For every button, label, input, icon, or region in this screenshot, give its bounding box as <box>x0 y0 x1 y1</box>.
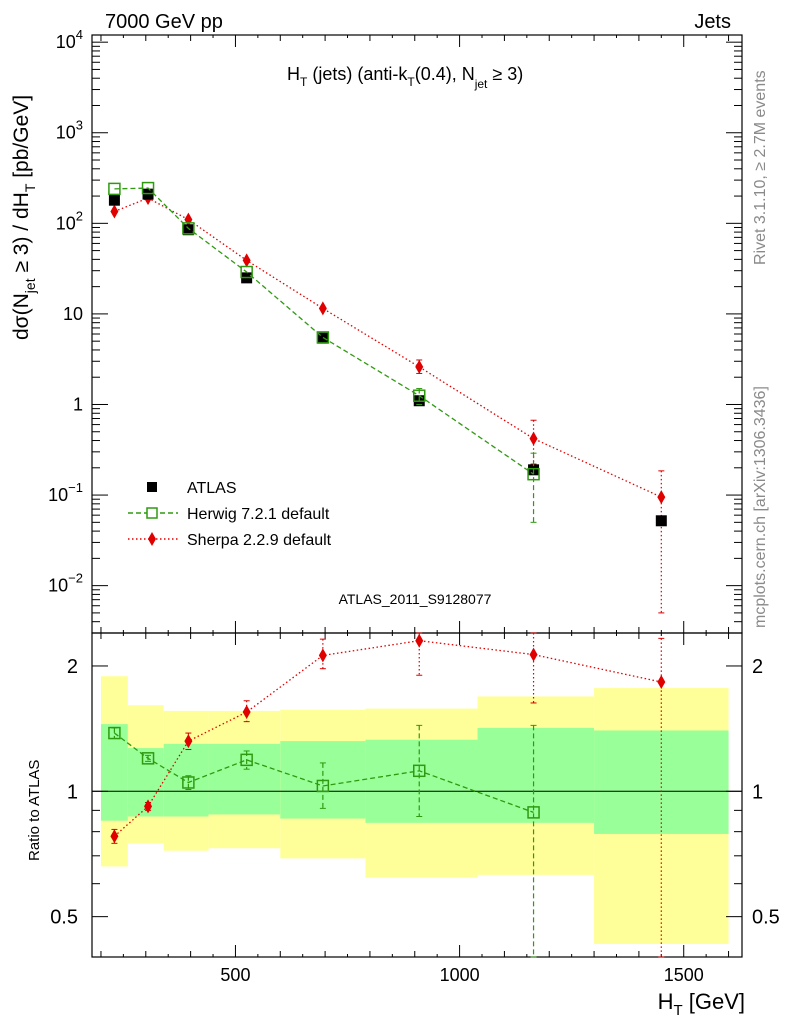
ratio-sherpa-point <box>318 648 327 663</box>
herwig-point <box>527 467 540 481</box>
ratio-tick-label: 2 <box>752 656 763 678</box>
legend-sherpa-label: Sherpa 2.2.9 default <box>187 532 332 549</box>
sherpa-point <box>657 490 666 505</box>
energy-label: 7000 GeV pp <box>105 11 223 33</box>
ratio-sherpa-point <box>144 799 153 814</box>
ratio-herwig <box>108 724 540 958</box>
ratio-tick-label: 2 <box>67 656 78 678</box>
series-atlas <box>108 188 667 527</box>
herwig-point <box>240 265 253 279</box>
ratio-herwig-point <box>108 726 121 740</box>
sherpa-line <box>114 197 662 498</box>
ratio-tick-label: 0.5 <box>752 907 780 929</box>
ratio-herwig-point <box>412 764 426 778</box>
series-herwig <box>108 181 540 523</box>
ratio-herwig-point <box>527 806 540 819</box>
herwig-point <box>316 331 330 344</box>
atlas-point <box>655 515 667 527</box>
x-tick-label: 1000 <box>440 965 480 985</box>
y-ticks-lower: 2 2 1 1 0.5 0.5 <box>50 656 780 929</box>
green-band <box>163 743 209 817</box>
sherpa-point <box>242 253 251 268</box>
ratio-sherpa-point <box>529 647 538 662</box>
ratio-tick-label: 1 <box>752 781 763 803</box>
sherpa-point <box>415 359 424 374</box>
y-tick-label: 10−1 <box>48 480 83 505</box>
ratio-herwig-point <box>141 752 155 765</box>
ratio-sherpa-point <box>242 705 251 720</box>
y-tick-label: 102 <box>56 208 83 233</box>
ylabel-upper: dσ(Njet ≥ 3) / dHT [pb/GeV] <box>10 95 38 340</box>
ratio-tick-label: 1 <box>67 781 78 803</box>
ratio-herwig-point <box>240 753 253 767</box>
mcplots-label: mcplots.cern.ch [arXiv:1306.3436] <box>752 386 769 628</box>
panel-title: HT (jets) (anti-kT(0.4), Njet ≥ 3) <box>287 64 523 91</box>
atlas-point <box>108 194 120 206</box>
ratio-sherpa <box>110 632 666 958</box>
legend-herwig-label: Herwig 7.2.1 default <box>187 506 330 523</box>
x-tick-label: 1500 <box>664 965 704 985</box>
sherpa-point <box>529 431 538 446</box>
sherpa-point <box>318 301 327 316</box>
y-tick-label: 10 <box>63 304 83 324</box>
legend-atlas-marker <box>147 482 157 492</box>
series-sherpa <box>110 191 666 614</box>
ratio-herwig-point <box>182 776 195 789</box>
ylabel-lower: Ratio to ATLAS <box>26 760 43 861</box>
x-ticks: 500 1000 1500 <box>100 35 730 985</box>
ratio-herwig-point <box>316 779 330 793</box>
y-tick-label: 104 <box>56 27 83 52</box>
ratio-bands <box>100 676 729 944</box>
legend: ATLAS Herwig 7.2.1 default Sherpa 2.2.9 … <box>128 480 332 549</box>
ratio-sherpa-point <box>415 633 424 648</box>
ratio-tick-label: 0.5 <box>50 907 78 929</box>
green-band <box>208 743 281 815</box>
atlas-point <box>182 224 194 236</box>
legend-atlas-label: ATLAS <box>187 480 237 497</box>
herwig-point <box>141 181 155 195</box>
green-band <box>365 739 478 823</box>
legend-sherpa-marker <box>148 532 156 546</box>
rivet-label: Rivet 3.1.10, ≥ 2.7M events <box>752 70 769 265</box>
herwig-point <box>108 182 121 196</box>
xlabel: HT [GeV] <box>658 989 745 1019</box>
channel-label: Jets <box>694 11 731 33</box>
y-tick-label: 1 <box>73 394 83 414</box>
herwig-point <box>182 222 195 235</box>
legend-herwig-marker <box>146 507 158 519</box>
ratio-sherpa-point <box>184 734 193 749</box>
herwig-point <box>412 389 426 402</box>
analysis-id: ATLAS_2011_S9128077 <box>339 591 492 607</box>
y-tick-label: 10−2 <box>48 571 83 596</box>
x-tick-label: 500 <box>220 965 250 985</box>
herwig-line <box>114 187 534 475</box>
y-tick-label: 103 <box>56 118 83 143</box>
ratio-sherpa-point <box>110 829 119 844</box>
sherpa-point <box>110 204 119 219</box>
ratio-sherpa-point <box>657 675 666 690</box>
